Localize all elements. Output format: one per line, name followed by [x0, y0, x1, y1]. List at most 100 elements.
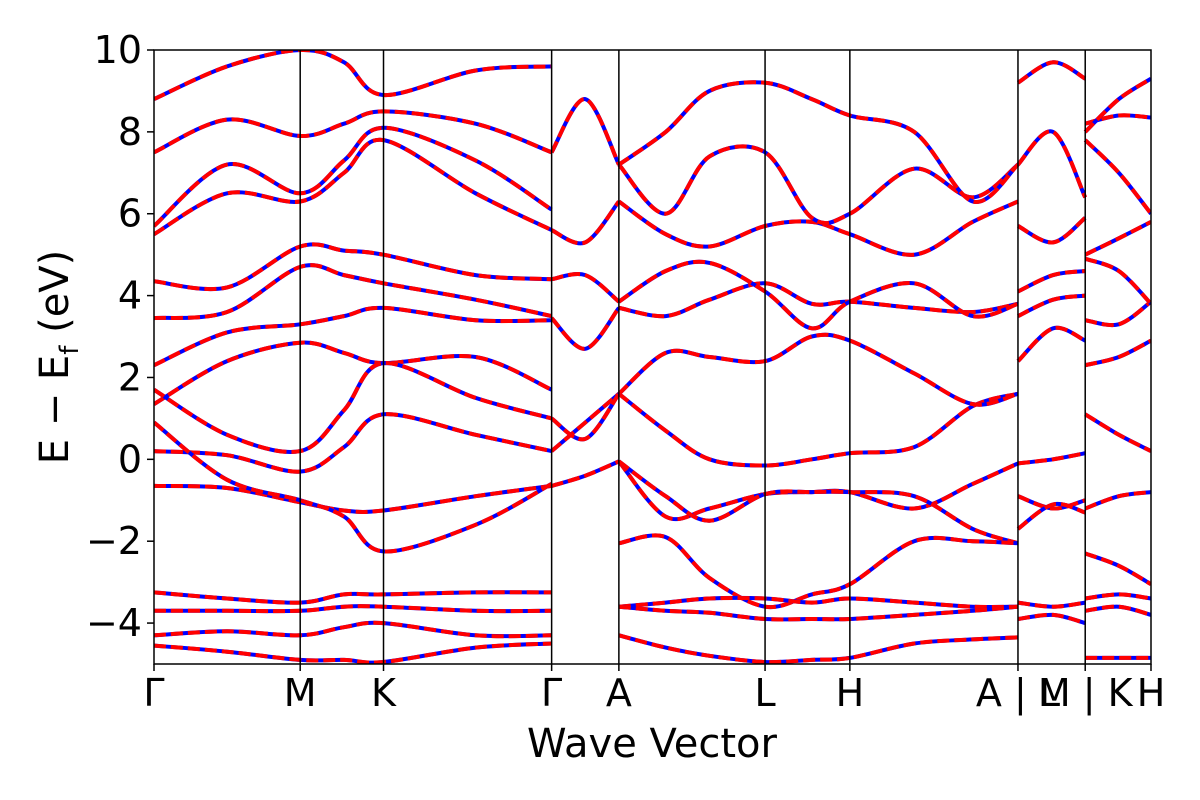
- y-axis-label-main: E − E: [32, 355, 78, 465]
- band-line-red: [617, 259, 1019, 331]
- band-line-red: [1084, 220, 1151, 257]
- band-line-red: [551, 459, 620, 488]
- band-line-red: [154, 641, 552, 664]
- band-line-red: [1084, 490, 1151, 511]
- band-line-blue: [550, 306, 621, 351]
- band-line-red: [1017, 612, 1086, 626]
- band-line-red: [1016, 129, 1088, 199]
- band-line-blue: [617, 259, 1019, 331]
- y-axis-label-subscript: f: [55, 345, 85, 355]
- bands-layer: [154, 50, 1151, 664]
- band-line-red: [1084, 338, 1151, 368]
- band-line-red: [551, 272, 621, 304]
- band-line-blue: [1016, 129, 1088, 199]
- band-line-red: [618, 633, 1019, 664]
- y-tick-label: −2: [86, 519, 142, 563]
- band-line-red: [154, 263, 553, 321]
- plot-frame: [153, 49, 1152, 665]
- band-line-red: [1016, 325, 1087, 363]
- band-line-red: [617, 391, 1019, 468]
- band-line-blue: [1016, 60, 1087, 85]
- band-line-red: [617, 199, 1019, 257]
- band-line-red: [618, 281, 1019, 319]
- y-axis: −4 −2 0 2 4 6 8 10: [86, 28, 154, 645]
- band-line-red: [549, 97, 621, 166]
- band-line-red: [154, 242, 552, 292]
- x-tick-label: A: [606, 671, 632, 715]
- band-line-blue: [154, 125, 553, 228]
- y-tick-label: 2: [118, 355, 142, 399]
- band-line-red: [617, 80, 1020, 204]
- band-line-blue: [154, 109, 553, 155]
- band-line-blue: [154, 50, 552, 101]
- band-line-blue: [154, 483, 552, 514]
- band-line-red: [550, 392, 621, 442]
- band-line-red: [154, 590, 552, 605]
- band-line-blue: [617, 391, 1019, 468]
- x-tick-label: H: [1137, 671, 1166, 715]
- band-line-red: [617, 332, 1019, 407]
- band-line-red: [550, 306, 621, 351]
- band-line-red: [1084, 592, 1151, 601]
- band-line-red: [1084, 300, 1151, 328]
- band-line-red: [154, 412, 553, 474]
- band-line-blue: [154, 412, 553, 474]
- y-tick-label: −4: [86, 601, 142, 645]
- band-line-red: [154, 604, 552, 614]
- x-tick-label: H: [836, 671, 865, 715]
- band-line-red: [154, 125, 553, 228]
- band-line-red: [618, 604, 1019, 622]
- band-line-red: [154, 50, 552, 101]
- band-line-red: [1016, 60, 1087, 85]
- x-tick-label: L: [754, 671, 775, 715]
- band-line-blue: [154, 263, 553, 321]
- band-line-red: [154, 620, 552, 639]
- x-tick-label: Γ: [541, 671, 562, 715]
- band-line-red: [154, 340, 553, 406]
- x-tick-label: Γ: [143, 671, 164, 715]
- band-line-blue: [1084, 256, 1151, 306]
- band-line-red: [1017, 451, 1086, 466]
- band-line-red: [550, 200, 621, 246]
- band-line-blue: [1083, 138, 1151, 215]
- kpoint-lines-layer: [299, 50, 1086, 664]
- x-tick-label: M: [284, 671, 317, 715]
- band-line-red: [1084, 412, 1151, 453]
- band-line-red: [1017, 269, 1086, 294]
- band-line-red: [618, 533, 1019, 610]
- band-line-blue: [617, 459, 1019, 546]
- band-line-blue: [618, 533, 1019, 610]
- band-line-blue: [617, 332, 1019, 407]
- band-line-red: [154, 420, 553, 554]
- x-tick-label: A | L: [976, 671, 1060, 716]
- y-tick-label: 10: [94, 28, 142, 72]
- band-line-red: [1084, 551, 1151, 586]
- band-line-red: [618, 595, 1019, 610]
- band-line-red: [154, 361, 553, 454]
- y-tick-label: 6: [118, 192, 142, 236]
- band-line-red: [154, 305, 552, 368]
- band-line-blue: [617, 144, 1020, 226]
- band-line-red: [1083, 76, 1151, 134]
- band-line-blue: [617, 199, 1019, 257]
- x-tick-label: K: [371, 671, 397, 715]
- band-line-red: [1016, 501, 1086, 531]
- band-line-red: [1083, 138, 1151, 215]
- x-axis-label: Wave Vector: [527, 721, 778, 767]
- band-line-blue: [550, 200, 621, 246]
- band-line-red: [154, 109, 553, 155]
- band-line-red: [617, 144, 1020, 226]
- band-line-red: [1017, 600, 1086, 609]
- y-axis-label: E − Ef (eV): [32, 250, 85, 465]
- y-tick-label: 4: [118, 274, 142, 318]
- band-line-red: [1017, 216, 1087, 245]
- y-axis-label-unit: (eV): [32, 250, 78, 346]
- band-line-red: [1017, 293, 1086, 318]
- band-line-red: [550, 392, 621, 453]
- band-line-red: [617, 459, 1019, 546]
- band-line-red: [1017, 494, 1086, 511]
- y-tick-label: 0: [118, 437, 142, 481]
- band-line-red: [154, 483, 552, 514]
